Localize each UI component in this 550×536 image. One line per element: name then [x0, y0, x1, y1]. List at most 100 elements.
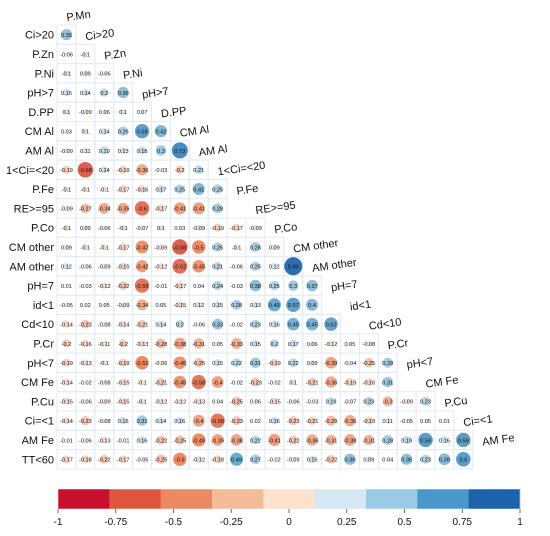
correlation-value: -0.23	[249, 380, 262, 386]
correlation-value: -0.41	[268, 438, 281, 444]
column-label: D.PP	[160, 105, 187, 120]
correlation-value: -0.34	[98, 207, 111, 213]
correlation-value: -0.14	[60, 380, 73, 386]
correlation-circle	[230, 434, 243, 446]
column-label: Cd<10	[368, 316, 402, 332]
correlation-circle	[102, 302, 107, 307]
correlation-circle	[83, 263, 88, 269]
correlation-value: -0.09	[60, 207, 73, 213]
correlation-circle	[159, 168, 163, 172]
correlation-value: 0.14	[156, 419, 167, 425]
correlation-value: -0.25	[173, 438, 186, 444]
correlation-value: 0.23	[363, 400, 374, 406]
correlation-value: -0.22	[155, 438, 168, 444]
correlation-circle	[213, 261, 222, 271]
correlation-value: -0.35	[117, 207, 130, 213]
correlation-circle	[173, 202, 186, 215]
correlation-value: -0.08	[98, 380, 111, 386]
correlation-value: -0.09	[60, 149, 73, 155]
correlation-value: 0.04	[212, 400, 223, 406]
correlation-circle	[119, 320, 127, 328]
correlation-value: -0.1	[137, 400, 147, 406]
correlation-circle	[82, 186, 89, 193]
correlation-circle	[215, 399, 220, 404]
correlation-value: -0.5	[175, 458, 185, 464]
correlation-value: 0.37	[307, 284, 318, 290]
correlation-value: -0.1	[81, 245, 91, 251]
correlation-circle	[101, 417, 107, 424]
correlation-circle	[63, 70, 70, 77]
correlation-value: -0.41	[192, 207, 205, 213]
correlation-value: -0.34	[136, 303, 149, 309]
correlation-circle	[440, 436, 449, 444]
correlation-value: 0.03	[61, 129, 72, 135]
correlation-value: -0.6	[137, 207, 147, 213]
correlation-value: 0.59	[458, 438, 469, 444]
correlation-value: 0.18	[137, 149, 148, 155]
correlation-value: 0.14	[80, 91, 91, 97]
correlation-circle	[100, 127, 108, 135]
correlation-circle	[192, 183, 205, 196]
correlation-value: -0.1	[99, 187, 109, 193]
correlation-value: 0.25	[212, 187, 223, 193]
correlation-circle	[119, 455, 128, 464]
correlation-circle	[175, 435, 185, 445]
correlation-value: -0.41	[173, 207, 186, 213]
correlation-circle	[119, 243, 128, 251]
correlation-value: -0.17	[117, 187, 130, 193]
correlation-circle	[271, 244, 278, 250]
correlation-value: 0.05	[420, 419, 431, 425]
correlation-circle	[306, 298, 319, 311]
correlation-value: 0.93	[288, 265, 299, 271]
correlation-circle	[309, 359, 315, 366]
correlation-circle	[232, 416, 242, 426]
correlation-value: -0.01	[60, 438, 73, 444]
correlation-circle	[84, 303, 87, 307]
correlation-value: 0.13	[250, 303, 261, 309]
correlation-value: -0.15	[60, 400, 73, 406]
correlation-value: 0.1	[63, 110, 71, 116]
correlation-circle	[157, 185, 165, 193]
correlation-value: -0.19	[344, 380, 357, 386]
correlation-circle	[175, 184, 185, 194]
correlation-value: 0.58	[137, 129, 148, 135]
correlation-value: 0.45	[307, 322, 318, 328]
correlation-value: 0.07	[137, 110, 148, 116]
row-label: P.Co	[31, 223, 54, 235]
correlation-value: -0.12	[155, 400, 168, 406]
correlation-value: -0.06	[287, 400, 300, 406]
correlation-value: -0.18	[79, 458, 92, 464]
correlation-circle	[65, 284, 68, 287]
correlation-value: -0.25	[155, 458, 168, 464]
correlation-circle	[60, 29, 73, 41]
row-labels: Ci>20 P.Zn P.Ni pH>7 D.PP CM Al AM Al 1<Ci=<20 P…	[6, 30, 54, 467]
correlation-value: 0.73	[174, 149, 185, 155]
correlation-circle	[232, 358, 241, 368]
correlation-circle	[81, 339, 90, 348]
correlation-circle	[326, 397, 336, 406]
correlation-circle	[157, 320, 165, 328]
correlation-circle	[138, 340, 146, 347]
correlation-value: -0.02	[230, 380, 243, 386]
correlation-value: 0.38	[250, 284, 261, 290]
correlation-circle	[101, 340, 108, 347]
correlation-circle	[365, 378, 373, 386]
column-label: id<1	[349, 299, 372, 314]
correlation-value: -0.09	[117, 303, 130, 309]
correlation-value: 0.11	[80, 149, 90, 155]
correlation-value: -0.07	[344, 400, 357, 406]
correlation-value: -0.03	[155, 168, 168, 174]
correlation-circle	[137, 319, 147, 329]
correlation-value: -0.2	[62, 342, 72, 348]
correlation-value: -0.19	[268, 361, 281, 367]
correlation-value: -0.1	[232, 245, 242, 251]
correlation-value: -0.14	[60, 419, 73, 425]
correlation-value: -0.17	[117, 245, 130, 251]
correlation-value: -0.03	[306, 400, 319, 406]
correlation-circle	[214, 301, 222, 309]
correlation-value: 0.03	[174, 226, 185, 232]
colorbar-segment	[263, 489, 315, 509]
correlation-circle	[77, 161, 94, 178]
correlation-circle	[364, 396, 374, 406]
correlation-circle	[195, 455, 203, 463]
